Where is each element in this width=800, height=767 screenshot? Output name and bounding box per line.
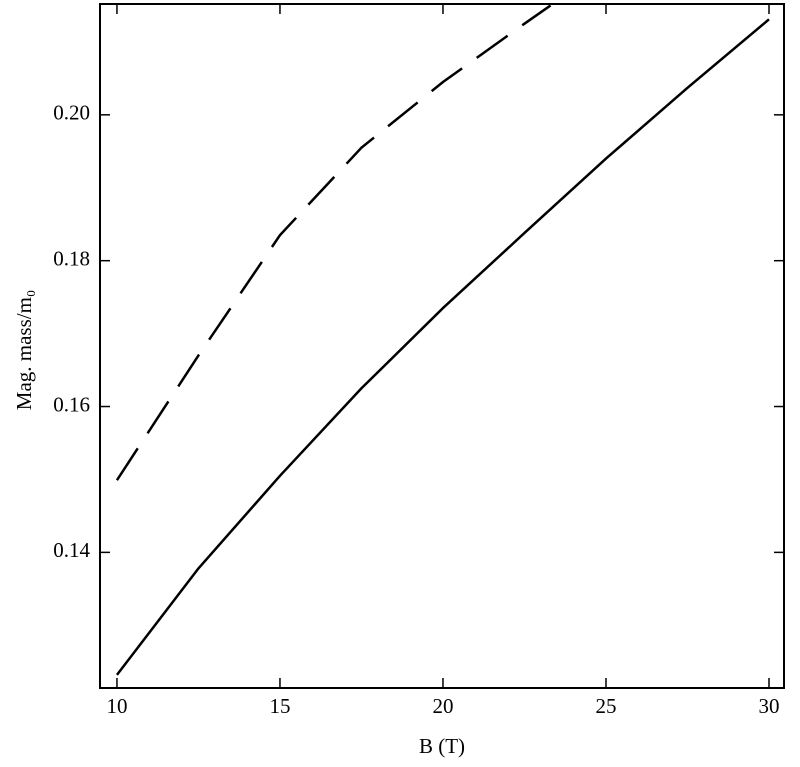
x-tick-label: 30 [759, 694, 780, 718]
x-tick-label: 20 [432, 694, 453, 718]
plot-frame [99, 3, 785, 689]
y-tick-label: 0.18 [53, 246, 90, 270]
y-tick-label: 0.20 [53, 101, 90, 125]
line-series [115, 4, 552, 481]
y-tick-label: 0.14 [53, 538, 90, 562]
y-axis-label: Mag. mass/m₀ [12, 290, 36, 410]
y-tick-label: 0.16 [53, 392, 90, 416]
x-axis-label: B (T) [419, 734, 465, 758]
x-tick-label: 15 [269, 694, 290, 718]
line-series [115, 18, 770, 676]
x-tick-label: 25 [595, 694, 616, 718]
x-tick-label: 10 [106, 694, 127, 718]
